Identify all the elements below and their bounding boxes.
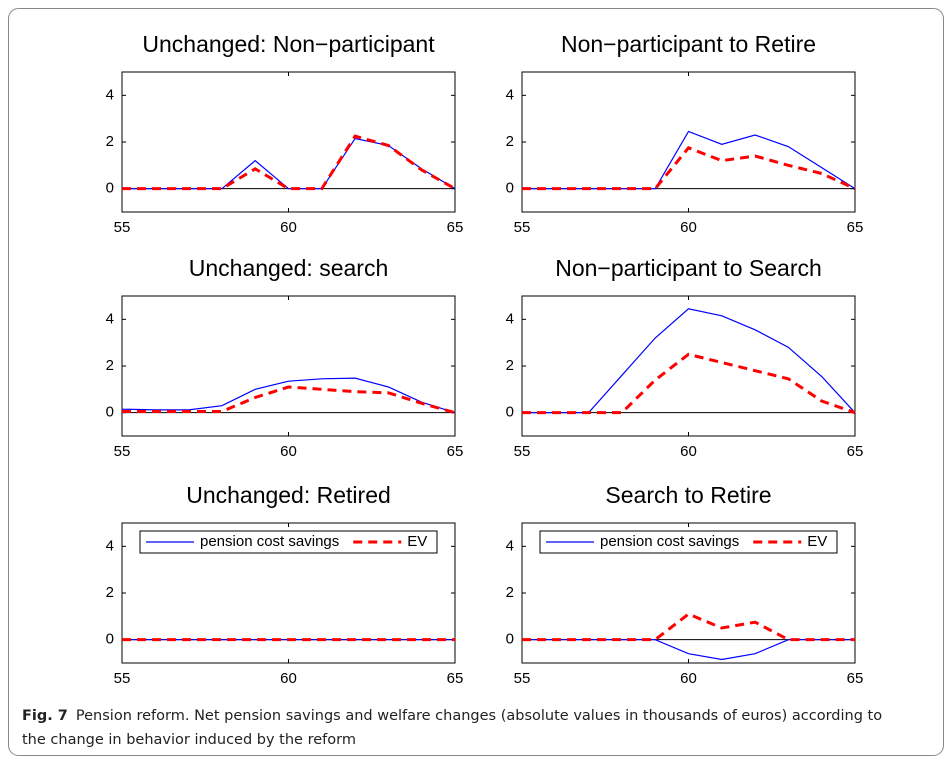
chart-title: Search to Retire [605,482,771,508]
legend-box [139,530,438,554]
x-tick-label: 65 [447,670,464,687]
x-tick-label: 60 [280,219,297,236]
y-tick-label: 2 [106,584,114,601]
chart-title: Unchanged: Non−participant [142,31,435,57]
legend-label: EV [407,533,427,550]
series-line [522,308,856,414]
y-tick-label: 2 [106,133,114,150]
series-line [122,385,456,415]
chart-title: Unchanged: search [189,255,388,281]
figure-border [8,8,944,756]
x-tick-label: 65 [847,219,864,236]
x-tick-label: 60 [680,443,697,460]
series-line [122,134,456,191]
x-tick-label: 60 [680,670,697,687]
y-tick-label: 4 [506,537,514,554]
y-tick-label: 4 [506,310,514,327]
y-tick-label: 0 [106,631,114,648]
y-tick-label: 0 [506,631,514,648]
caption-text: Pension reform. Net pension savings and … [22,708,883,748]
x-tick-label: 60 [680,219,697,236]
legend-label: EV [807,533,827,550]
series-line [522,352,856,415]
x-tick-label: 55 [114,219,131,236]
x-tick-label: 55 [114,670,131,687]
plot-area [121,71,456,213]
y-tick-label: 2 [506,584,514,601]
y-tick-label: 4 [106,86,114,103]
x-tick-label: 55 [514,443,531,460]
y-tick-label: 0 [106,180,114,197]
x-tick-label: 65 [847,443,864,460]
legend-label: pension cost savings [600,533,739,550]
plot-area [121,295,456,437]
y-tick-label: 2 [106,357,114,374]
series-line [522,612,855,642]
y-tick-label: 2 [506,357,514,374]
x-tick-label: 65 [447,443,464,460]
y-tick-label: 0 [506,404,514,421]
series-line [522,146,856,191]
plot-area [521,71,856,213]
caption: Fig. 7 Pension reform. Net pension saving… [22,704,902,752]
y-tick-label: 2 [506,133,514,150]
legend-label: pension cost savings [200,533,339,550]
y-tick-label: 4 [106,310,114,327]
y-tick-label: 4 [506,86,514,103]
chart-title: Unchanged: Retired [186,482,391,508]
chart-title: Non−participant to Search [555,255,822,281]
chart-title: Non−participant to Retire [561,31,816,57]
series-line [121,377,456,414]
y-tick-label: 4 [106,537,114,554]
x-tick-label: 65 [447,219,464,236]
x-tick-label: 65 [847,670,864,687]
x-tick-label: 55 [514,219,531,236]
plot-area [521,295,856,437]
caption-label: Fig. 7 [22,708,68,724]
x-tick-label: 60 [280,670,297,687]
x-tick-label: 60 [280,443,297,460]
legend-box [539,530,838,554]
y-tick-label: 0 [506,180,514,197]
x-tick-label: 55 [114,443,131,460]
y-tick-label: 0 [106,404,114,421]
series-line [522,130,856,190]
x-tick-label: 55 [514,670,531,687]
